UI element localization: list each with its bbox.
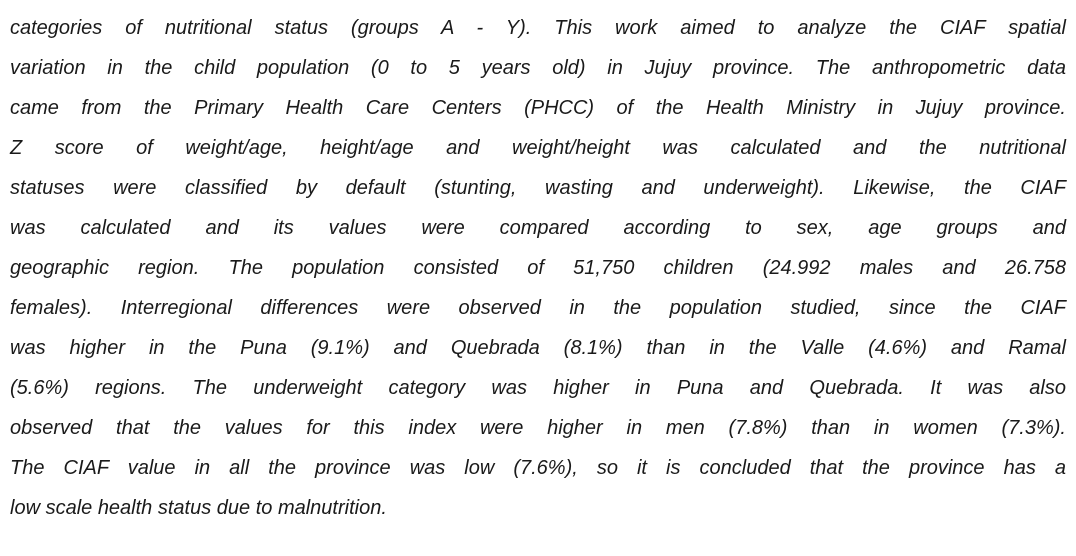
text-line: Z score of weight/age, height/age and we… xyxy=(10,137,1066,159)
text-line: observed that the values for this index … xyxy=(10,417,1066,439)
text-line: (5.6%) regions. The underweight category… xyxy=(10,377,1066,399)
text-line: females). Interregional differences were… xyxy=(10,297,1066,319)
text-line: came from the Primary Health Care Center… xyxy=(10,97,1066,119)
text-line: categories of nutritional status (groups… xyxy=(10,17,1066,39)
text-line: The CIAF value in all the province was l… xyxy=(10,457,1066,479)
text-line: was higher in the Puna (9.1%) and Quebra… xyxy=(10,337,1066,359)
text-line: was calculated and its values were compa… xyxy=(10,217,1066,239)
text-line: variation in the child population (0 to … xyxy=(10,57,1066,79)
abstract-paragraph: categories of nutritional status (groups… xyxy=(10,8,1066,528)
text-line: low scale health status due to malnutrit… xyxy=(10,497,387,519)
text-line: statuses were classified by default (stu… xyxy=(10,177,1066,199)
text-line: geographic region. The population consis… xyxy=(10,257,1066,279)
